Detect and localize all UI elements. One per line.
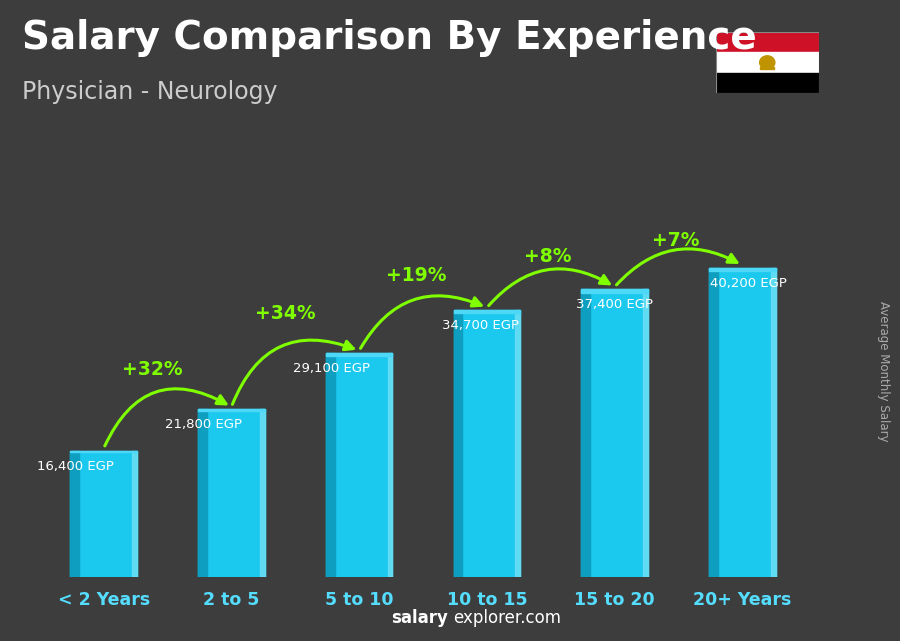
Bar xyxy=(760,67,774,69)
Bar xyxy=(516,310,520,577)
Bar xyxy=(581,289,648,293)
Bar xyxy=(454,310,520,577)
Bar xyxy=(709,268,718,577)
Bar xyxy=(716,72,819,93)
Bar xyxy=(454,310,520,313)
Text: +32%: +32% xyxy=(122,360,183,379)
Bar xyxy=(326,353,392,356)
Bar xyxy=(388,353,392,577)
Text: 37,400 EGP: 37,400 EGP xyxy=(576,299,653,312)
Text: +34%: +34% xyxy=(255,304,315,322)
Bar xyxy=(581,289,648,577)
Bar xyxy=(70,451,79,577)
Bar xyxy=(70,451,137,577)
Circle shape xyxy=(760,56,775,69)
Bar xyxy=(454,310,463,577)
Bar xyxy=(709,268,776,271)
Bar xyxy=(716,32,819,53)
Text: 16,400 EGP: 16,400 EGP xyxy=(37,460,114,473)
Bar xyxy=(644,289,648,577)
Bar xyxy=(326,353,335,577)
Text: +7%: +7% xyxy=(652,231,699,250)
Bar xyxy=(581,289,590,577)
Bar xyxy=(709,268,776,577)
Text: +8%: +8% xyxy=(525,247,572,267)
Text: 40,200 EGP: 40,200 EGP xyxy=(710,277,788,290)
Bar xyxy=(198,409,207,577)
Text: 34,700 EGP: 34,700 EGP xyxy=(442,319,519,332)
Text: +19%: +19% xyxy=(386,266,447,285)
Text: Physician - Neurology: Physician - Neurology xyxy=(22,80,278,104)
Text: Average Monthly Salary: Average Monthly Salary xyxy=(878,301,890,442)
Text: 21,800 EGP: 21,800 EGP xyxy=(165,419,242,431)
Bar xyxy=(326,353,392,577)
Bar xyxy=(198,409,265,412)
Bar xyxy=(771,268,776,577)
Text: explorer.com: explorer.com xyxy=(453,609,561,627)
Text: 29,100 EGP: 29,100 EGP xyxy=(292,362,370,375)
Bar xyxy=(198,409,265,577)
Text: salary: salary xyxy=(392,609,448,627)
Bar xyxy=(132,451,137,577)
Bar xyxy=(716,53,819,72)
Bar xyxy=(70,451,137,453)
Text: Salary Comparison By Experience: Salary Comparison By Experience xyxy=(22,19,757,57)
Bar xyxy=(260,409,265,577)
